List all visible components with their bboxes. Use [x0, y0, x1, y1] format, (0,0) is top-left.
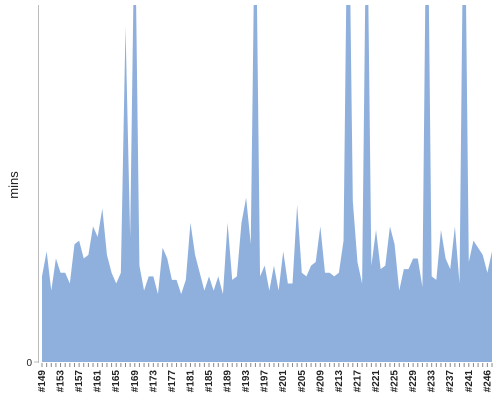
- y-axis-title: mins: [6, 171, 21, 199]
- x-tick-label: #229: [408, 370, 419, 393]
- x-tick-label: #193: [241, 370, 252, 393]
- x-tick-label: #217: [352, 370, 363, 393]
- x-tick-label: #157: [74, 370, 85, 393]
- x-tick-label: #221: [371, 370, 382, 393]
- y-tick-label: 0: [26, 358, 32, 369]
- area: [42, 5, 492, 362]
- x-tick-label: #153: [56, 370, 67, 393]
- x-tick-label: #181: [185, 370, 196, 393]
- x-tick-label: #241: [464, 370, 475, 393]
- x-tick-label: #213: [334, 370, 345, 393]
- x-tick-label: #197: [260, 370, 271, 393]
- x-tick-label: #169: [130, 370, 141, 393]
- x-tick-label: #201: [278, 370, 289, 393]
- x-tick-label: #246: [482, 370, 493, 393]
- x-tick-label: #225: [390, 370, 401, 393]
- x-tick-label: #173: [148, 370, 159, 393]
- x-tick-label: #189: [223, 370, 234, 393]
- x-tick-label: #237: [445, 370, 456, 393]
- x-tick-label: #205: [297, 370, 308, 393]
- x-tick-label: #149: [37, 370, 48, 393]
- x-tick-label: #233: [427, 370, 438, 393]
- x-tick-label: #185: [204, 370, 215, 393]
- x-tick-label: #177: [167, 370, 178, 393]
- x-tick-label: #161: [93, 370, 104, 393]
- x-tick-label: #209: [315, 370, 326, 393]
- plot-area: [42, 5, 492, 362]
- x-tick-label: #165: [111, 370, 122, 393]
